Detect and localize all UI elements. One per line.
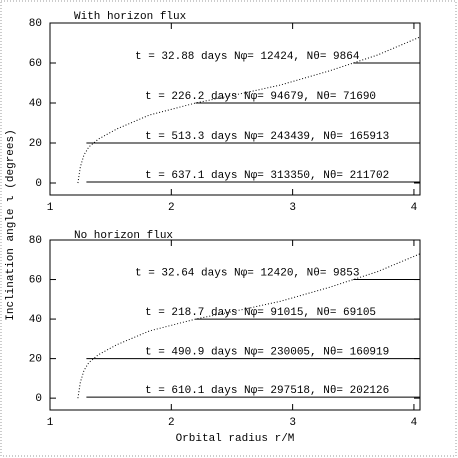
orbit-curve xyxy=(77,253,421,399)
y-axis-label: Inclination angle ι (degrees) xyxy=(5,129,17,320)
y-tick-label: 40 xyxy=(29,98,42,110)
x-tick-label: 3 xyxy=(289,202,296,214)
y-tick-label: 20 xyxy=(29,138,42,150)
orbit-curve xyxy=(77,36,421,184)
y-tick-label: 20 xyxy=(29,354,42,366)
plot-frame xyxy=(49,239,421,411)
level-label: t = 610.1 days Nφ= 297518, Nθ= 202126 xyxy=(145,385,389,397)
x-tick-label: 1 xyxy=(47,417,54,429)
y-tick-label: 40 xyxy=(29,314,42,326)
level-label: t = 490.9 days Nφ= 230005, Nθ= 160919 xyxy=(145,347,389,359)
y-tick-label: 0 xyxy=(35,393,42,405)
y-tick-label: 0 xyxy=(35,178,42,190)
level-label: t = 226.2 days Nφ= 94679, Nθ= 71690 xyxy=(145,91,376,103)
level-label: t = 513.3 days Nφ= 243439, Nθ= 165913 xyxy=(145,131,389,143)
y-tick-label: 80 xyxy=(29,18,42,30)
x-tick-label: 1 xyxy=(47,202,54,214)
x-tick-label: 2 xyxy=(168,202,175,214)
level-label: t = 637.1 days Nφ= 313350, Nθ= 211702 xyxy=(145,170,389,182)
level-label: t = 32.64 days Nφ= 12420, Nθ= 9853 xyxy=(135,267,359,279)
x-tick-label: 2 xyxy=(168,417,175,429)
y-tick-label: 60 xyxy=(29,58,42,70)
panel-title: With horizon flux xyxy=(74,11,187,23)
y-tick-label: 80 xyxy=(29,235,42,247)
level-label: t = 32.88 days Nφ= 12424, Nθ= 9864 xyxy=(135,51,360,63)
x-tick-label: 4 xyxy=(411,417,418,429)
level-label: t = 218.7 days Nφ= 91015, Nθ= 69105 xyxy=(145,307,376,319)
panel-title: No horizon flux xyxy=(74,230,173,242)
x-axis-label: Orbital radius r/M xyxy=(176,433,295,445)
x-tick-label: 3 xyxy=(289,417,296,429)
y-tick-label: 60 xyxy=(29,274,42,286)
plot-frame xyxy=(49,22,421,196)
x-tick-label: 4 xyxy=(411,202,418,214)
